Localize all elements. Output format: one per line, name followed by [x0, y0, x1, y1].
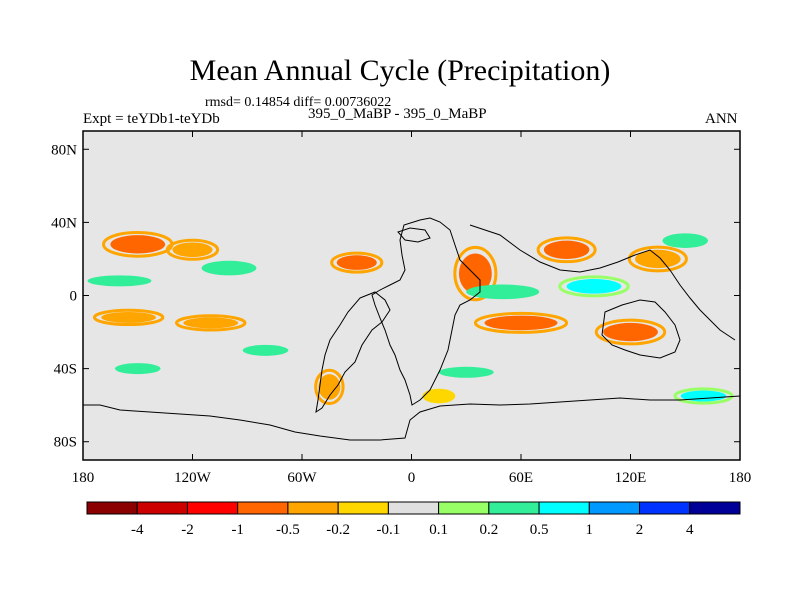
- asia-outline: [469, 224, 736, 341]
- colorbar-label: 0.1: [429, 522, 448, 538]
- anomaly-region-12: [87, 275, 152, 287]
- season-label: ANN: [705, 111, 738, 127]
- colorbar-swatch: [639, 501, 691, 515]
- colorbar-swatch: [588, 501, 641, 515]
- y-tick-label: 40N: [51, 215, 77, 231]
- colorbar-swatch: [689, 501, 741, 515]
- anomaly-region-14: [466, 284, 540, 300]
- colorbar-label: 0.5: [530, 522, 549, 538]
- x-tick-label: 120W: [174, 470, 212, 486]
- x-tick-label: 180: [729, 470, 752, 486]
- anomaly-halo-9: [594, 318, 667, 346]
- colorbar-label: 1: [586, 522, 594, 538]
- colorbar: -4 -2 -1 -0.5 -0.2 -0.1 0.1 0.2 0.5 1 2 4: [86, 501, 741, 538]
- colorbar-label: 0.2: [479, 522, 498, 538]
- colorbar-swatch: [237, 501, 289, 515]
- anomaly-halo-2: [92, 308, 165, 327]
- experiment-label: Expt = teYDb1-teYDb: [83, 111, 220, 127]
- colorbar-swatch: [86, 501, 138, 515]
- australia-outline: [601, 299, 681, 359]
- coastline-layer: [83, 217, 740, 441]
- map-background: [83, 131, 740, 460]
- y-tick-label: 0: [70, 289, 78, 305]
- anomaly-halo-3: [175, 314, 247, 332]
- anomaly-halo-6: [536, 236, 597, 264]
- y-tick-label: 40S: [54, 362, 77, 378]
- colorbar-swatch: [337, 501, 389, 515]
- anomaly-region-15: [566, 279, 622, 294]
- colorbar-label: 4: [686, 522, 694, 538]
- x-tick-label: 180: [72, 470, 95, 486]
- colorbar-label: -0.5: [276, 522, 300, 538]
- colorbar-swatch: [287, 501, 339, 515]
- anomaly-layer: [87, 230, 734, 406]
- colorbar-swatch: [186, 501, 239, 515]
- greenland-outline: [397, 227, 431, 243]
- anomaly-region-1: [172, 242, 213, 258]
- colorbar-swatch: [136, 501, 188, 515]
- colorbar-label: -2: [181, 522, 194, 538]
- anomaly-region-18: [438, 366, 494, 378]
- x-tick-label: 120E: [615, 470, 647, 486]
- anomaly-halo-8: [473, 311, 569, 334]
- anomaly-region-20: [114, 363, 161, 375]
- y-tick-label: 80S: [54, 435, 77, 451]
- anomaly-region-13: [201, 260, 257, 276]
- anomaly-region-8: [484, 315, 558, 331]
- y-tick-label: 80N: [51, 142, 77, 158]
- anomaly-halo-1: [165, 238, 220, 261]
- case-label: 395_0_MaBP - 395_0_MaBP: [308, 106, 487, 122]
- anomaly-halo-10: [314, 368, 345, 406]
- anomaly-halo-5: [453, 245, 498, 302]
- anomaly-region-4: [336, 255, 377, 270]
- africa-outline: [371, 217, 481, 406]
- colorbar-label: -0.2: [326, 522, 350, 538]
- anomaly-halo-7: [627, 245, 688, 273]
- anomaly-region-16: [662, 233, 709, 248]
- anomaly-halo-19: [673, 387, 734, 405]
- colorbar-swatch: [488, 501, 540, 515]
- anomaly-region-17: [242, 344, 289, 356]
- anomaly-halo-4: [330, 251, 384, 274]
- x-tick-label: 0: [408, 470, 416, 486]
- x-tick-label: 60W: [287, 470, 317, 486]
- anomaly-region-10: [318, 374, 341, 400]
- anomaly-region-5: [458, 253, 492, 294]
- chart-subtitle: rmsd= 0.14854 diff= 0.00736022: [205, 95, 392, 110]
- anomaly-region-6: [543, 240, 590, 259]
- south-america-outline: [315, 291, 391, 414]
- colorbar-swatch: [538, 501, 590, 515]
- colorbar-swatch: [387, 501, 440, 515]
- colorbar-label: -1: [231, 522, 244, 538]
- anomaly-region-11: [422, 388, 456, 404]
- anomaly-region-2: [101, 311, 156, 323]
- anomaly-region-3: [183, 317, 239, 329]
- axes: 180 120W 60W 0 60E 120E 180 80N 40N 0 40S 80S: [51, 131, 751, 486]
- antarctica-outline: [83, 395, 740, 441]
- anomaly-region-0: [110, 235, 166, 254]
- x-tick-label: 60E: [509, 470, 533, 486]
- chart-title: Mean Annual Cycle (Precipitation): [189, 54, 611, 87]
- colorbar-label: -0.1: [377, 522, 401, 538]
- anomaly-region-9: [603, 322, 658, 342]
- anomaly-region-7: [635, 249, 681, 269]
- anomaly-halo-15: [558, 275, 630, 298]
- colorbar-label: 2: [636, 522, 644, 538]
- colorbar-label: -4: [131, 522, 144, 538]
- colorbar-swatch: [438, 501, 490, 515]
